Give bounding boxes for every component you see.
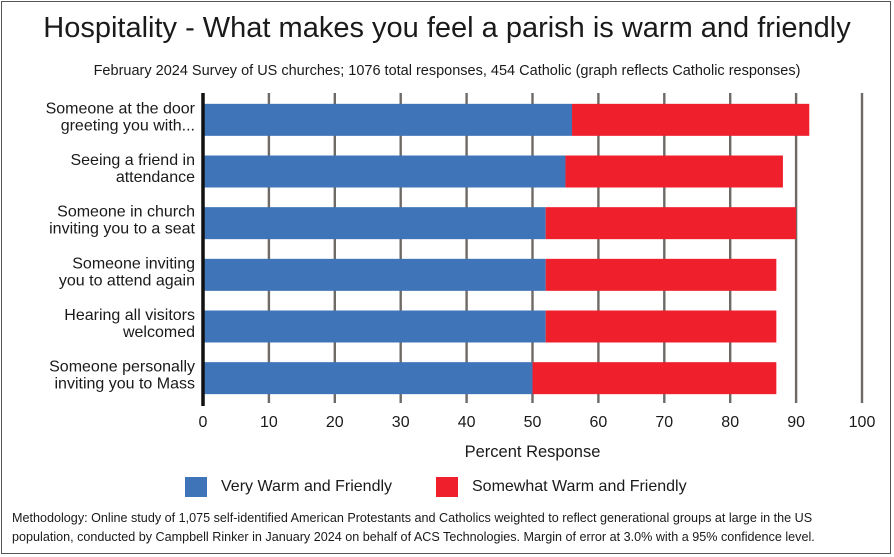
category-label-4-0: Hearing all visitors — [64, 307, 195, 324]
x-tick-label-0: 0 — [199, 414, 208, 431]
methodology-note: Methodology: Online study of 1,075 self-… — [12, 509, 884, 547]
legend-item-very: Very Warm and Friendly — [185, 477, 392, 497]
bar-somewhat-5 — [532, 362, 777, 395]
category-label-3-0: Someone inviting — [72, 255, 195, 272]
x-tick-label-10: 10 — [260, 414, 278, 431]
category-label-1-1: attendance — [116, 169, 195, 186]
legend-swatch-somewhat — [436, 477, 458, 497]
bar-very-3 — [203, 258, 546, 291]
chart-title: Hospitality - What makes you feel a pari… — [43, 12, 851, 44]
bar-very-4 — [203, 310, 546, 343]
x-tick-label-40: 40 — [458, 414, 476, 431]
category-label-4-1: welcomed — [122, 324, 195, 341]
legend-item-somewhat: Somewhat Warm and Friendly — [436, 477, 687, 497]
bar-somewhat-0 — [572, 103, 810, 136]
category-label-2-0: Someone in church — [57, 204, 195, 221]
bar-somewhat-2 — [545, 207, 797, 240]
methodology-line-1: Methodology: Online study of 1,075 self-… — [12, 511, 813, 525]
category-label-0-1: greeting you with... — [61, 117, 195, 134]
methodology-line-2: population, conducted by Campbell Rinker… — [12, 530, 815, 544]
legend-swatch-very — [185, 477, 207, 497]
bar-very-0 — [203, 103, 573, 136]
x-tick-label-80: 80 — [721, 414, 739, 431]
bar-somewhat-4 — [545, 310, 777, 343]
x-tick-label-60: 60 — [590, 414, 608, 431]
legend-label-somewhat: Somewhat Warm and Friendly — [472, 478, 687, 495]
bar-very-5 — [203, 362, 533, 395]
bar-somewhat-3 — [545, 258, 777, 291]
x-axis-title: Percent Response — [465, 443, 601, 461]
x-tick-label-100: 100 — [849, 414, 876, 431]
category-label-5-0: Someone personally — [49, 359, 195, 376]
chart-legend: Very Warm and Friendly Somewhat Warm and… — [0, 477, 894, 499]
x-tick-label-90: 90 — [787, 414, 805, 431]
x-tick-label-20: 20 — [326, 414, 344, 431]
bar-chart: 0 10 20 30 40 50 60 70 80 90 100 Someone at the doo… — [46, 93, 876, 461]
bar-very-2 — [203, 207, 546, 240]
category-label-3-1: you to attend again — [59, 272, 195, 289]
category-label-5-1: inviting you to Mass — [54, 376, 195, 393]
bar-somewhat-1 — [565, 155, 783, 188]
x-tick-label-50: 50 — [524, 414, 542, 431]
category-label-1-0: Seeing a friend in — [70, 152, 195, 169]
bar-very-1 — [203, 155, 566, 188]
legend-label-very: Very Warm and Friendly — [221, 478, 393, 495]
chart-subtitle: February 2024 Survey of US churches; 107… — [93, 63, 801, 79]
x-tick-label-70: 70 — [655, 414, 673, 431]
category-label-0-0: Someone at the door — [46, 100, 196, 117]
x-tick-label-30: 30 — [392, 414, 410, 431]
category-label-2-1: inviting you to a seat — [49, 221, 195, 238]
